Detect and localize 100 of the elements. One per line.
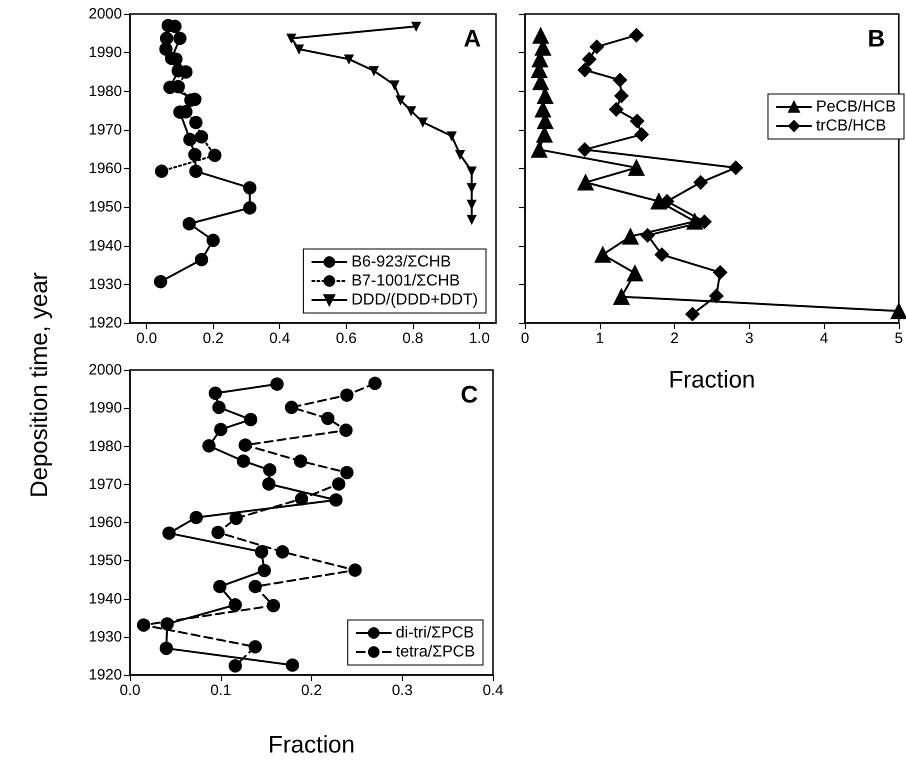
point [406,106,416,116]
point [206,234,220,247]
point [348,564,362,577]
x-tick-label: 1.0 [468,330,490,347]
point [286,658,300,672]
point [634,127,649,142]
point [694,175,708,190]
point [531,141,548,158]
point [340,388,354,402]
point [243,181,256,194]
x-tick-label: 0 [520,330,530,347]
x-tick-label: 0.2 [301,682,322,699]
y-tick-label: 1980 [88,438,122,455]
point [582,52,596,66]
y-tick-label: 1930 [88,628,122,646]
point [890,302,906,320]
point [294,454,308,468]
point [172,80,185,94]
point [411,22,421,32]
point [577,174,594,191]
point [262,477,276,491]
point [396,95,406,105]
point [630,114,644,128]
point [243,201,256,215]
legend-label: di-tri/ΣPCB [396,624,474,642]
point [369,66,379,76]
point [321,412,334,426]
legend-label: trCB/HCB [816,118,886,134]
x-tick-label: 5 [894,330,903,347]
point [248,640,262,654]
point [622,228,639,245]
y-tick-label: 1960 [88,514,122,531]
point [162,526,176,540]
point [263,463,276,477]
point [467,166,476,176]
point [254,545,268,559]
point [712,265,728,280]
y-tick-label: 1940 [88,590,122,608]
point [294,492,308,506]
point [339,424,353,437]
point [686,213,703,230]
x-tick-label: 2 [670,330,679,347]
y-tick-label: 2000 [88,362,122,378]
point [697,214,712,229]
point [613,288,630,305]
y-tick-label: 1920 [88,666,122,684]
x-tick-label: 0.4 [482,682,504,699]
text: B [868,26,886,52]
y-tick-label: 1940 [88,237,122,254]
legend-label: DDD/(DDD+DDT) [351,292,478,308]
point [390,80,400,90]
point [189,116,203,130]
point [654,247,669,262]
point [728,160,743,175]
x-tick-label: 0.1 [210,682,232,699]
point [368,376,382,390]
y-tick-label: 1920 [88,314,122,332]
point [532,27,549,44]
point [258,564,271,578]
x-tick-label: 0.2 [202,330,224,347]
point [190,510,203,524]
point [629,28,644,42]
point [340,466,354,480]
x-axis-title: Fraction [668,366,756,394]
point [173,32,187,45]
point [626,265,644,282]
x-tick-label: 0.3 [392,682,413,699]
legend-label: tetra/ΣPCB [396,644,475,660]
point [230,512,243,525]
y-tick-label: 1990 [88,44,122,62]
point [244,412,258,426]
point [467,200,476,210]
y-tick-label: 1930 [88,276,122,293]
x-tick-label: 0.8 [402,330,424,347]
point [590,40,604,54]
text: A [464,26,482,52]
point [214,422,228,436]
point [208,148,222,162]
x-tick-label: 0.4 [269,330,290,347]
point [612,72,628,88]
legend-label: B6-923/ΣCHB [351,254,452,270]
point [578,142,592,157]
point [188,148,202,162]
legend-label: B7-1001/ΣCHB [351,272,460,290]
x-tick-label: 0.6 [336,330,357,347]
point [418,118,428,127]
point [160,642,173,655]
y-tick-label: 1990 [88,400,122,417]
point [194,130,208,144]
y-tick-label: 1950 [88,198,122,216]
x-tick-label: 3 [745,330,754,347]
x-tick-label: 0.0 [136,330,158,347]
point [213,580,226,594]
y-tick-label: 1970 [88,476,122,493]
point [578,62,592,78]
point [228,659,242,672]
point [236,454,250,468]
point [202,439,216,453]
point [640,228,655,242]
point [276,545,290,559]
